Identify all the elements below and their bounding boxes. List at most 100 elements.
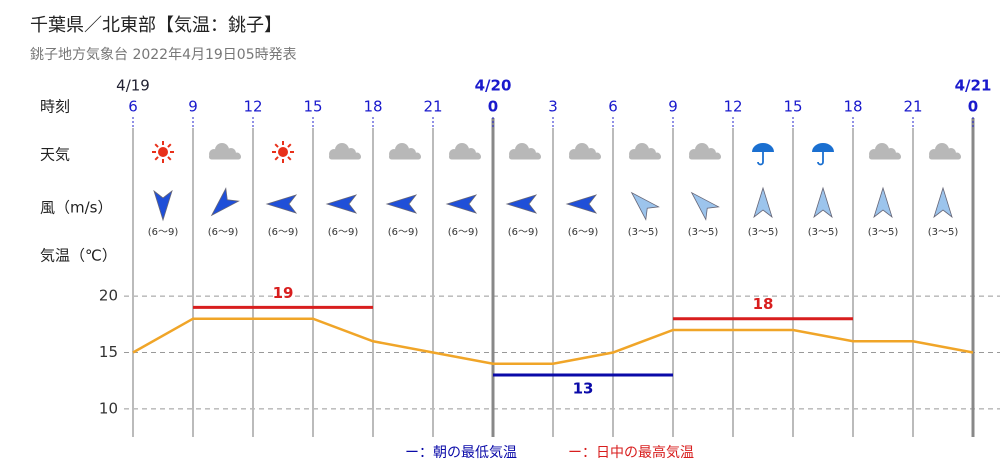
cloud-part bbox=[395, 143, 409, 157]
hour-label: 18 bbox=[363, 98, 382, 116]
hour-label: 21 bbox=[423, 98, 442, 116]
sun bbox=[278, 147, 288, 157]
y-tick-label: 15 bbox=[99, 343, 118, 361]
cloud-base bbox=[689, 154, 721, 160]
wind-arrow bbox=[265, 194, 298, 214]
hour-label: 12 bbox=[723, 98, 742, 116]
umbrella bbox=[752, 143, 774, 152]
wind-speed: (3～5) bbox=[808, 227, 839, 238]
cloud-part bbox=[215, 143, 229, 157]
temp-label: 13 bbox=[573, 380, 594, 398]
hour-label: 0 bbox=[488, 98, 498, 116]
temp-label: 19 bbox=[273, 284, 294, 302]
sun bbox=[158, 147, 168, 157]
sun-ray bbox=[274, 156, 279, 161]
hour-label: 3 bbox=[548, 98, 558, 116]
cloud-base bbox=[629, 154, 661, 160]
wind-speed: (6～9) bbox=[388, 227, 419, 238]
hour-label: 15 bbox=[303, 98, 322, 116]
hour-label: 9 bbox=[668, 98, 678, 116]
cloud-base bbox=[329, 154, 361, 160]
wind-speed: (6～9) bbox=[508, 227, 539, 238]
hour-label: 6 bbox=[128, 98, 138, 116]
date-label: 4/21 bbox=[955, 77, 992, 95]
weather-icon bbox=[629, 143, 661, 160]
wind-speed: (6～9) bbox=[268, 227, 299, 238]
wind-speed: (3～5) bbox=[688, 227, 719, 238]
weather-icon bbox=[329, 143, 361, 160]
weather-icon bbox=[569, 143, 601, 160]
hour-label: 21 bbox=[903, 98, 922, 116]
wind-arrow bbox=[505, 194, 538, 214]
hour-label: 15 bbox=[783, 98, 802, 116]
hour-label: 9 bbox=[188, 98, 198, 116]
row-label: 天気 bbox=[40, 146, 70, 164]
umbrella-handle bbox=[757, 152, 764, 166]
cloud-base bbox=[569, 154, 601, 160]
wind-arrow bbox=[690, 191, 720, 221]
hour-label: 18 bbox=[843, 98, 862, 116]
cloud-part bbox=[935, 143, 949, 157]
cloud-part bbox=[575, 143, 589, 157]
wind-speed: (3～5) bbox=[748, 227, 779, 238]
hour-label: 0 bbox=[968, 98, 978, 116]
wind-arrow bbox=[153, 189, 173, 222]
wind-arrow bbox=[385, 194, 418, 214]
temp-label: 18 bbox=[753, 295, 774, 313]
umbrella bbox=[812, 143, 834, 152]
cloud-part bbox=[335, 143, 349, 157]
sun-ray bbox=[287, 143, 292, 148]
weather-icon bbox=[152, 141, 174, 163]
wind-arrow bbox=[565, 194, 598, 214]
date-label: 4/20 bbox=[475, 77, 512, 95]
weather-icon bbox=[812, 143, 834, 166]
cloud-part bbox=[515, 143, 529, 157]
sun-ray bbox=[154, 156, 159, 161]
title: 千葉県／北東部【気温：銚子】 bbox=[30, 15, 282, 36]
cloud-part bbox=[635, 143, 649, 157]
weather-icon bbox=[752, 143, 774, 166]
sun-ray bbox=[167, 143, 172, 148]
weather-icon bbox=[509, 143, 541, 160]
date-label: 4/19 bbox=[116, 77, 150, 95]
subtitle: 銚子地方気象台 2022年4月19日05時発表 bbox=[30, 47, 297, 63]
wind-speed: (6～9) bbox=[148, 227, 179, 238]
cloud-part bbox=[875, 143, 889, 157]
umbrella-handle bbox=[817, 152, 824, 166]
cloud-base bbox=[389, 154, 421, 160]
weather-icon bbox=[272, 141, 294, 163]
y-tick-label: 10 bbox=[99, 399, 118, 417]
wind-arrow bbox=[630, 191, 660, 221]
wind-speed: (3～5) bbox=[928, 227, 959, 238]
wind-arrow bbox=[813, 186, 833, 219]
wind-arrow bbox=[873, 186, 893, 219]
sun-ray bbox=[274, 143, 279, 148]
wind-speed: (6～9) bbox=[328, 227, 359, 238]
cloud-base bbox=[209, 154, 241, 160]
sun-ray bbox=[154, 143, 159, 148]
weather-icon bbox=[689, 143, 721, 160]
wind-arrow bbox=[445, 194, 478, 214]
row-label: 風（m/s） bbox=[40, 199, 112, 217]
y-tick-label: 20 bbox=[99, 287, 118, 305]
weather-icon bbox=[449, 143, 481, 160]
hour-label: 6 bbox=[608, 98, 618, 116]
legend-high: ー：日中の最高気温 bbox=[568, 444, 694, 461]
cloud-part bbox=[455, 143, 469, 157]
wind-arrow bbox=[325, 194, 358, 214]
wind-arrow bbox=[753, 186, 773, 219]
wind-speed: (6～9) bbox=[568, 227, 599, 238]
wind-speed: (3～5) bbox=[868, 227, 899, 238]
temperature-line bbox=[132, 317, 974, 366]
weather-icon bbox=[209, 143, 241, 160]
weather-icon bbox=[389, 143, 421, 160]
wind-speed: (6～9) bbox=[208, 227, 239, 238]
hour-label: 12 bbox=[243, 98, 262, 116]
cloud-part bbox=[695, 143, 709, 157]
cloud-base bbox=[449, 154, 481, 160]
legend-low: ー：朝の最低気温 bbox=[405, 445, 517, 461]
cloud-base bbox=[929, 154, 961, 160]
cloud-base bbox=[869, 154, 901, 160]
row-label: 気温（℃） bbox=[40, 247, 117, 265]
